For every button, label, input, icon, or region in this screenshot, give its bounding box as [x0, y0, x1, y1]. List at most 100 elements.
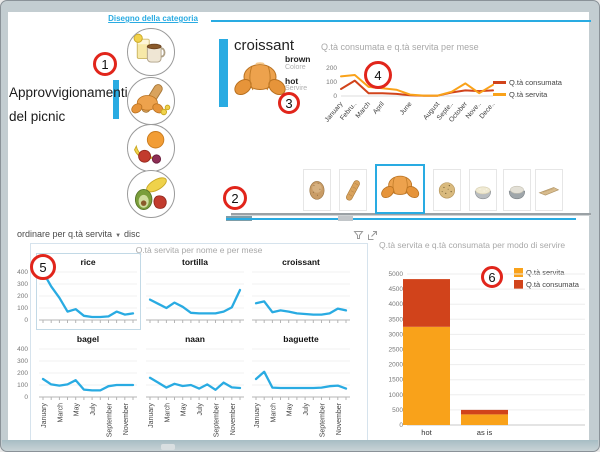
- stacked-bar-chart[interactable]: 0 500 1000 1500 2000 2500 3000 3500 4000 4500 5000…: [373, 256, 591, 442]
- servita-line-swatch: [493, 93, 506, 96]
- svg-text:rice: rice: [80, 257, 95, 267]
- svg-text:naan: naan: [185, 334, 205, 344]
- food-tile-baguette[interactable]: [339, 169, 367, 211]
- svg-text:baguette: baguette: [283, 334, 319, 344]
- svg-text:March: March: [164, 403, 171, 423]
- svg-text:March: March: [57, 403, 64, 423]
- svg-text:April: April: [372, 100, 386, 115]
- page-title-line1: Approvvigionamenti: [9, 85, 128, 100]
- annotation-circle-2: 2: [223, 186, 247, 210]
- legend-label: Q.tà consumata: [526, 280, 579, 289]
- svg-text:September: September: [320, 402, 327, 437]
- sort-label: ordinare per q.tà servita: [17, 229, 113, 239]
- svg-text:as is: as is: [477, 428, 493, 437]
- svg-text:November: November: [123, 402, 130, 435]
- food-tile-naan[interactable]: [433, 169, 461, 211]
- croissant-image: [232, 57, 288, 107]
- svg-text:January: January: [254, 403, 261, 428]
- svg-text:bagel: bagel: [77, 334, 99, 344]
- annotation-circle-3: 3: [278, 92, 300, 114]
- svg-text:2500: 2500: [389, 347, 404, 354]
- sort-mode: disc: [124, 229, 141, 239]
- consumata-swatch: [514, 280, 523, 289]
- attribute-color-value: brown: [285, 54, 311, 64]
- svg-text:400: 400: [17, 346, 28, 353]
- focus-mode-icon[interactable]: [367, 228, 379, 240]
- svg-text:0: 0: [399, 422, 403, 429]
- svg-text:Dece..: Dece..: [479, 101, 497, 121]
- annotation-circle-5: 5: [30, 254, 56, 280]
- title-accent-bar: [113, 80, 119, 119]
- svg-text:January: January: [148, 403, 155, 428]
- page-title-line2: del picnic: [9, 109, 66, 124]
- strip-divider-light: [231, 215, 591, 216]
- category-circle-fruit[interactable]: [127, 124, 175, 172]
- svg-text:May: May: [74, 403, 81, 417]
- food-tile-croissant[interactable]: [375, 164, 425, 214]
- fruit-icon: [133, 131, 165, 164]
- food-tile-bagel[interactable]: [303, 169, 331, 211]
- card-accent-bar: [219, 39, 228, 107]
- food-tile-rice[interactable]: [469, 169, 497, 211]
- svg-text:hot: hot: [421, 428, 432, 437]
- svg-text:tortilla: tortilla: [182, 257, 208, 267]
- category-circle-bread[interactable]: [127, 77, 175, 125]
- small-multiples-title: Q.tà servita per nome e per mese: [135, 245, 263, 255]
- category-circle-vegetables[interactable]: [127, 170, 175, 218]
- legend-item-servita: Q.tà servita: [493, 90, 587, 99]
- attribute-serve-label: Servire: [285, 85, 308, 92]
- bar-chart-legend: Q.tà servita Q.tà consumata: [514, 268, 589, 289]
- strip-scrollbar-thumb[interactable]: [338, 216, 353, 221]
- category-circle-drinks[interactable]: [127, 28, 175, 76]
- svg-text:500: 500: [392, 407, 403, 414]
- line-chart-title: Q.tà consumata e q.tà servita per mese: [321, 42, 479, 52]
- small-multiples-chart[interactable]: 400 300 200 100 0 400 300 200 100 0 rice tortilla cr…: [9, 244, 371, 442]
- food-tile-couscous[interactable]: [503, 169, 531, 211]
- svg-text:5000: 5000: [389, 271, 404, 278]
- bread-icon: [131, 84, 171, 116]
- svg-text:July: July: [90, 403, 97, 416]
- svg-text:400: 400: [17, 269, 28, 276]
- sort-control[interactable]: ordinare per q.tà servita ▼ disc: [17, 229, 140, 239]
- svg-text:November: November: [336, 402, 343, 435]
- svg-text:May: May: [287, 403, 294, 417]
- legend-label: Q.tà servita: [509, 90, 548, 99]
- svg-text:4000: 4000: [389, 301, 404, 308]
- food-tile-tortilla[interactable]: [535, 169, 563, 211]
- svg-text:3500: 3500: [389, 316, 404, 323]
- svg-text:2000: 2000: [389, 362, 404, 369]
- svg-text:100: 100: [17, 382, 28, 389]
- strip-scrollbar-track[interactable]: [226, 218, 576, 220]
- svg-text:June: June: [399, 101, 414, 117]
- legend-item-servita: Q.tà servita: [514, 268, 589, 277]
- svg-text:3000: 3000: [389, 331, 404, 338]
- category-design-link[interactable]: Disegno della categoria: [108, 14, 198, 23]
- svg-text:1000: 1000: [389, 392, 404, 399]
- top-divider-line: [211, 20, 591, 22]
- legend-label: Q.tà servita: [526, 268, 565, 277]
- bottom-scrollbar-thumb[interactable]: [161, 444, 175, 450]
- svg-text:July: July: [303, 403, 310, 416]
- vegetables-icon: [134, 177, 167, 211]
- attribute-serve-value: hot: [285, 76, 299, 86]
- svg-text:September: September: [214, 402, 221, 437]
- strip-divider: [231, 213, 591, 215]
- detail-card-title: croissant: [234, 37, 295, 54]
- filter-icon[interactable]: [353, 228, 365, 240]
- svg-text:300: 300: [17, 281, 28, 288]
- consumata-line-swatch: [493, 81, 506, 84]
- svg-text:200: 200: [17, 293, 28, 300]
- svg-text:January: January: [41, 403, 48, 428]
- bar-chart-title: Q.tà servita e q.tà consumata per modo d…: [379, 240, 566, 250]
- window-bottom-band: [2, 440, 598, 451]
- svg-text:March: March: [355, 101, 373, 120]
- svg-text:100: 100: [17, 305, 28, 312]
- rice-subplot-highlight: [36, 253, 141, 330]
- legend-item-consumata: Q.tà consumata: [493, 78, 587, 87]
- report-canvas: [8, 12, 589, 442]
- chevron-down-icon[interactable]: ▼: [115, 233, 122, 239]
- svg-text:croissant: croissant: [282, 257, 320, 267]
- annotation-circle-6: 6: [481, 266, 503, 288]
